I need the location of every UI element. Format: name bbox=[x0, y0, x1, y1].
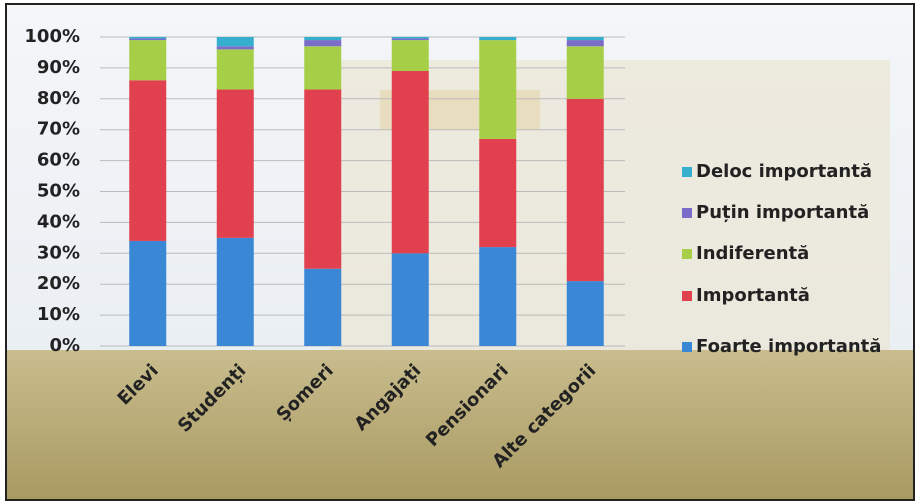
bar-segment bbox=[304, 46, 342, 90]
bar-segment bbox=[129, 240, 167, 346]
bar-segment bbox=[216, 49, 254, 90]
legend-swatch bbox=[682, 208, 692, 218]
bar-segment bbox=[566, 40, 604, 47]
bar-segment bbox=[216, 237, 254, 346]
y-tick-label: 100% bbox=[24, 26, 80, 47]
bar-segment bbox=[566, 281, 604, 346]
legend-swatch bbox=[682, 342, 692, 352]
bar-segment bbox=[129, 37, 167, 39]
legend-label: Importantă bbox=[696, 285, 810, 306]
y-tick-label: 70% bbox=[37, 119, 80, 140]
bar-segment bbox=[304, 89, 342, 269]
bar-segment bbox=[129, 38, 167, 41]
bar-segment bbox=[566, 46, 604, 99]
y-tick-label: 0% bbox=[49, 335, 80, 356]
bar-segment bbox=[566, 98, 604, 282]
bar-segment bbox=[566, 37, 604, 41]
y-tick-label: 60% bbox=[37, 150, 80, 171]
y-tick-label: 40% bbox=[37, 211, 80, 232]
bar-segment bbox=[304, 268, 342, 346]
y-tick-label: 20% bbox=[37, 273, 80, 294]
y-tick-label: 50% bbox=[37, 181, 80, 202]
legend-label: Indiferentă bbox=[696, 243, 809, 264]
bar-segment bbox=[479, 37, 517, 41]
bar-segment bbox=[391, 37, 429, 39]
bar-segment bbox=[304, 37, 342, 41]
bar-segment bbox=[216, 37, 254, 47]
bar-segment bbox=[391, 70, 429, 254]
bar-segment bbox=[216, 46, 254, 50]
legend-swatch bbox=[682, 167, 692, 177]
bar-segment bbox=[304, 40, 342, 47]
bar-segment bbox=[479, 247, 517, 346]
legend-label: Foarte importantă bbox=[696, 336, 881, 357]
y-tick-label: 80% bbox=[37, 88, 80, 109]
bar-segment bbox=[479, 138, 517, 248]
ground bbox=[7, 350, 913, 499]
bar-segment bbox=[479, 40, 517, 139]
bar-segment bbox=[216, 89, 254, 238]
y-tick-label: 90% bbox=[37, 57, 80, 78]
legend-label: Deloc importantă bbox=[696, 161, 872, 182]
bar-segment bbox=[391, 253, 429, 346]
legend-swatch bbox=[682, 291, 692, 301]
legend-swatch bbox=[682, 249, 692, 259]
y-tick-label: 10% bbox=[37, 304, 80, 325]
bar-segment bbox=[129, 80, 167, 241]
y-tick-label: 30% bbox=[37, 242, 80, 263]
bar-segment bbox=[391, 40, 429, 71]
legend-label: Puțin importantă bbox=[696, 202, 869, 223]
bar-segment bbox=[391, 38, 429, 41]
bar-segment bbox=[129, 40, 167, 81]
